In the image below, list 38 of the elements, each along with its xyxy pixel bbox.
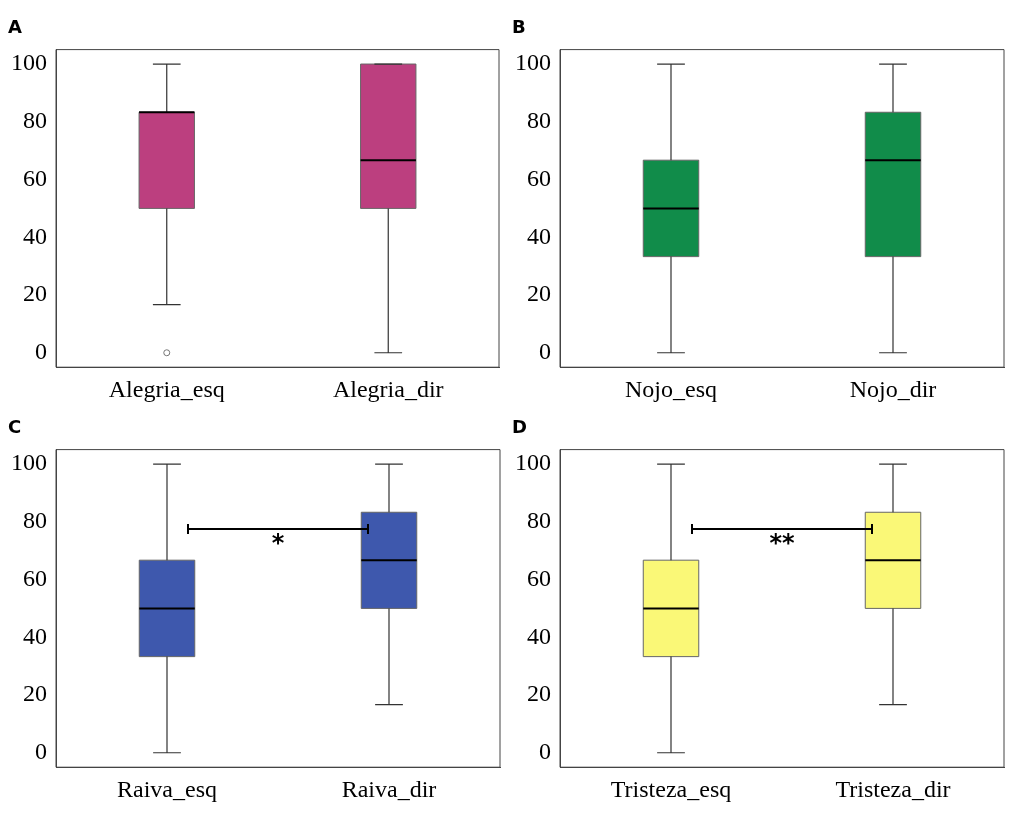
chart-title: C [8, 416, 22, 438]
x-tick-label: Tristeza_dir [835, 775, 951, 802]
chart-title: A [8, 16, 22, 38]
y-tick-label: 20 [23, 680, 47, 707]
x-tick-label: Alegria_dir [332, 375, 444, 402]
y-tick-label: 0 [539, 738, 551, 765]
y-tick-label: 100 [11, 449, 47, 476]
y-tick-label: 60 [527, 564, 551, 591]
x-tick-label: Raiva_esq [117, 775, 217, 802]
chart-title: B [512, 16, 526, 38]
x-tick-label: Raiva_dir [341, 775, 437, 802]
y-tick-label: 80 [527, 507, 551, 534]
y-tick-label: 0 [539, 338, 551, 365]
y-tick-label: 60 [23, 564, 47, 591]
y-tick-label: 40 [23, 222, 47, 249]
x-tick-label: Tristeza_esq [610, 775, 732, 802]
y-tick-label: 40 [527, 622, 551, 649]
y-tick-label: 20 [527, 280, 551, 307]
x-tick-label: Nojo_dir [849, 375, 937, 402]
x-tick-label: Alegria_esq [108, 375, 225, 402]
y-tick-label: 100 [515, 49, 551, 76]
y-tick-label: 80 [527, 107, 551, 134]
y-tick-label: 60 [527, 164, 551, 191]
y-tick-label: 100 [11, 49, 47, 76]
y-tick-label: 0 [35, 738, 47, 765]
y-tick-label: 40 [527, 222, 551, 249]
y-tick-label: 0 [35, 338, 47, 365]
chart-title: D [512, 416, 527, 438]
x-tick-label: Nojo_esq [625, 375, 717, 402]
y-tick-label: 20 [527, 680, 551, 707]
y-tick-label: 80 [23, 107, 47, 134]
annotation: * [271, 529, 285, 558]
annotation: ** [769, 529, 795, 558]
y-tick-label: 20 [23, 280, 47, 307]
y-tick-label: 40 [23, 622, 47, 649]
y-tick-label: 60 [23, 164, 47, 191]
y-tick-label: 80 [23, 507, 47, 534]
y-tick-label: 100 [515, 449, 551, 476]
